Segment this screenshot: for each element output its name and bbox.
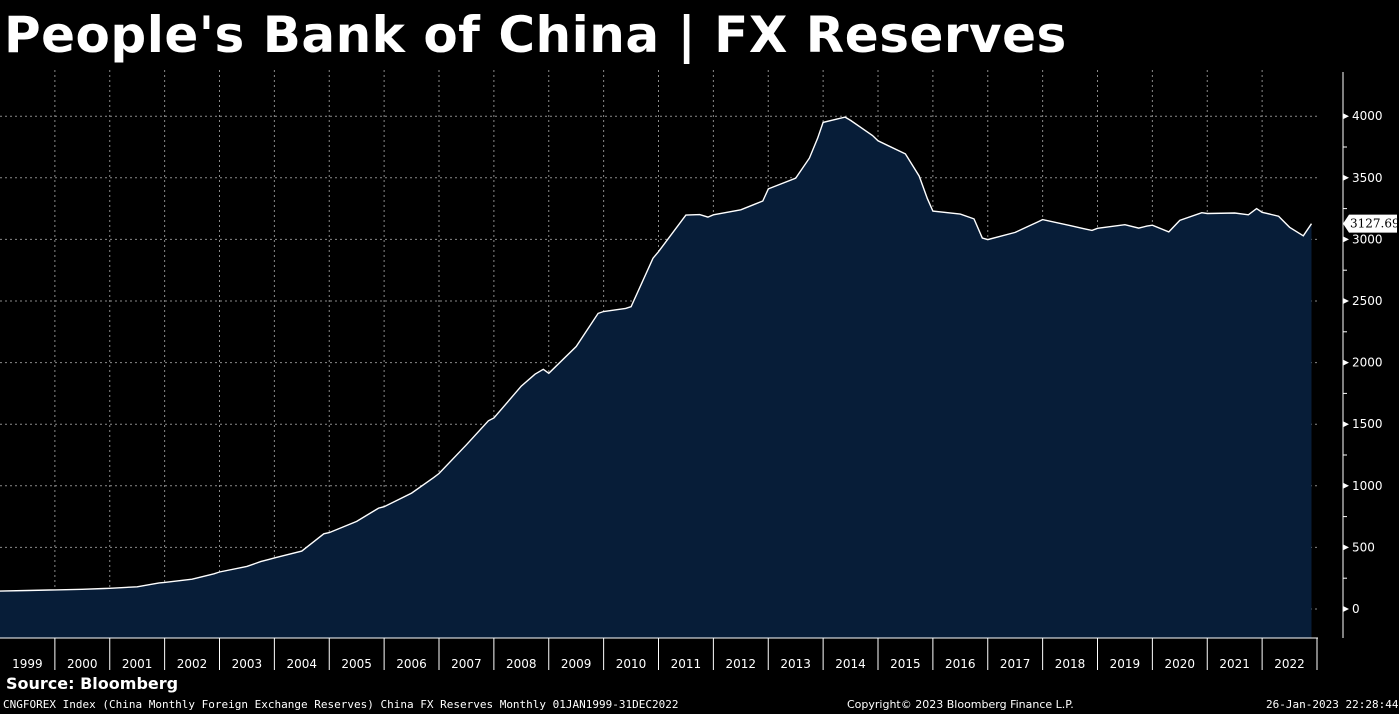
y-tick-mark [1343, 298, 1349, 304]
x-tick-label: 2002 [177, 657, 208, 671]
y-tick-label: 500 [1352, 540, 1375, 554]
fx-reserves-chart: 0 500 1000 1500 2000 2500 3000 3500 4000 1999 200… [0, 70, 1399, 671]
y-tick-mark [1343, 421, 1349, 428]
x-tick-label: 2017 [1000, 657, 1031, 671]
y-tick-mark [1343, 113, 1349, 120]
x-tick-label: 2011 [671, 657, 702, 671]
x-tick-label: 2003 [232, 657, 263, 671]
timestamp: 26-Jan-2023 22:28:44 [1266, 698, 1399, 711]
x-axis: 1999 2000 2001 2002 2003 2004 2005 2006 2007 2008… [0, 637, 1318, 671]
y-tick-mark [1343, 174, 1349, 181]
x-tick-label: 1999 [12, 657, 43, 671]
x-tick-label: 2018 [1055, 657, 1086, 671]
x-tick-label: 2008 [506, 657, 537, 671]
last-value-text: 3127.69 [1350, 217, 1399, 231]
y-tick-mark [1343, 236, 1349, 243]
index-description: CNGFOREX Index (China Monthly Foreign Ex… [3, 698, 679, 711]
x-tick-label: 2013 [780, 657, 811, 671]
x-tick-label: 2020 [1165, 657, 1196, 671]
chart-title: People's Bank of China | FX Reserves [4, 6, 1067, 64]
last-value-label: 3127.69 [1343, 214, 1399, 233]
y-tick-mark [1343, 606, 1349, 612]
x-tick-label: 2004 [287, 657, 318, 671]
x-tick-label: 2014 [835, 657, 866, 671]
x-tick-label: 2007 [451, 657, 482, 671]
copyright: Copyright© 2023 Bloomberg Finance L.P. [847, 698, 1074, 711]
y-tick-label: 3500 [1352, 171, 1383, 185]
x-tick-label: 2019 [1110, 657, 1141, 671]
y-tick-mark [1343, 482, 1349, 489]
y-tick-label: 3000 [1352, 232, 1383, 246]
x-tick-label: 2005 [341, 657, 372, 671]
y-tick-label: 4000 [1352, 109, 1383, 123]
x-tick-label: 2021 [1219, 657, 1250, 671]
y-tick-mark [1343, 359, 1349, 366]
y-tick-mark [1343, 544, 1349, 551]
x-tick-label: 2022 [1274, 657, 1305, 671]
x-tick-label: 2000 [67, 657, 98, 671]
x-tick-label: 2006 [396, 657, 427, 671]
source-note: Source: Bloomberg [6, 674, 179, 693]
y-tick-label: 0 [1352, 602, 1360, 616]
y-axis-ticks: 0 500 1000 1500 2000 2500 3000 3500 4000 [1343, 109, 1383, 616]
y-tick-label: 1500 [1352, 417, 1383, 431]
x-tick-label: 2010 [616, 657, 647, 671]
reserves-area [0, 117, 1312, 639]
y-tick-label: 2000 [1352, 356, 1383, 370]
x-tick-label: 2009 [561, 657, 592, 671]
x-tick-label: 2015 [890, 657, 921, 671]
x-tick-label: 2001 [122, 657, 153, 671]
reserves-line [0, 116, 1313, 592]
x-tick-label: 2012 [726, 657, 757, 671]
last-value-tag [1343, 214, 1397, 233]
x-tick-label: 2016 [945, 657, 976, 671]
y-tick-label: 1000 [1352, 479, 1383, 493]
y-tick-label: 2500 [1352, 294, 1383, 308]
